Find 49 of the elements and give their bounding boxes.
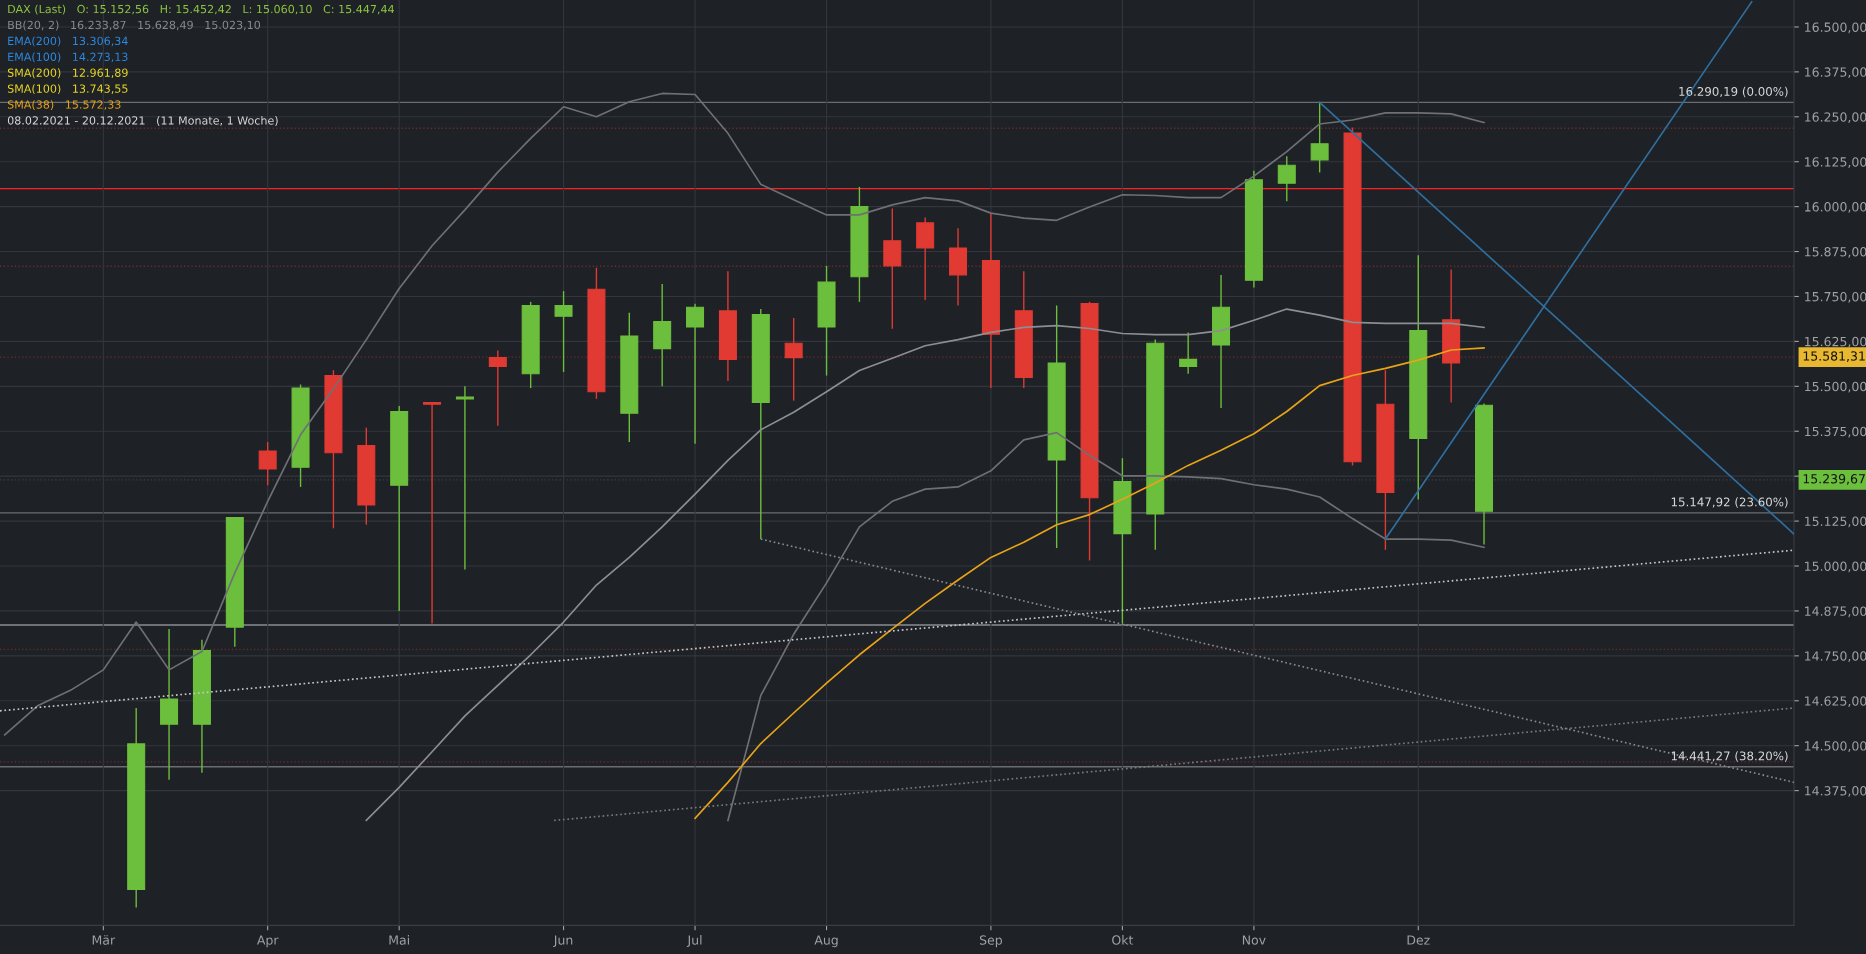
annotation: SMA(38) 15.572,33 (7, 100, 121, 111)
y-tick-label: 16.375,00 (1805, 67, 1866, 79)
candlestick (1310, 101, 1329, 174)
y-tick-label: 15.875,00 (1805, 247, 1866, 258)
y-tick-label: 15.375,00 (1805, 426, 1866, 438)
x-tick-label: Jul (686, 935, 702, 948)
annotation: 08.02.2021 - 20.12.2021 (11 Monate, 1 Woche) (7, 116, 278, 126)
x-tick-label: Nov (1242, 935, 1266, 945)
x-tick-label: Sep (979, 935, 1003, 948)
ref-line-label: 15.581,31 (1803, 351, 1865, 363)
candlestick (258, 441, 277, 486)
y-tick-label: 16.125,00 (1805, 157, 1866, 168)
annotation: EMA(100) 14.273,13 (8, 52, 128, 63)
x-tick-label: Apr (256, 935, 279, 948)
candlestick (455, 385, 474, 571)
y-tick-label: 15.000,00 (1805, 561, 1866, 573)
y-tick-label: 15.500,00 (1805, 381, 1866, 393)
x-tick-label: Okt (1112, 935, 1134, 945)
y-tick-label: 16.000,00 (1805, 202, 1866, 213)
candlestick (1179, 331, 1198, 375)
y-tick-label: 16.250,00 (1805, 112, 1866, 123)
ref-line-label: 14.441,27 (38.20%) (1671, 751, 1788, 762)
candlestick (423, 401, 442, 625)
candlestick (686, 302, 705, 445)
annotation: SMA(200) 12.961,89 (7, 68, 128, 79)
y-tick-label: 15.750,00 (1805, 291, 1866, 303)
x-tick-label: Dez (1407, 935, 1430, 945)
candlestick (554, 290, 573, 373)
y-tick-label: 15.625,00 (1805, 336, 1866, 348)
candlestick (488, 349, 507, 427)
annotation: BB(20, 2) 16.233,87 15.628,49 15.023,10 (8, 20, 261, 31)
annotation: SMA(100) 13.743,55 (7, 84, 128, 95)
annotation: EMA(200) 13.306,34 (8, 36, 128, 47)
y-tick-label: 14.750,00 (1805, 651, 1866, 663)
y-tick-label: 14.875,00 (1805, 606, 1866, 618)
candlestick (784, 317, 803, 402)
y-tick-label: 14.500,00 (1805, 741, 1866, 752)
y-tick-label: 16.500,00 (1805, 22, 1866, 34)
x-tick-label: Aug (814, 935, 838, 948)
y-tick-label: 14.375,00 (1805, 786, 1866, 797)
x-tick-label: Jun (553, 935, 573, 948)
ref-line-label: 15.239,67 (1803, 474, 1865, 485)
line-series (694, 347, 1485, 820)
x-tick-label: Mär (92, 935, 116, 945)
y-tick-label: 15.125,00 (1805, 516, 1866, 528)
candlestick (1277, 155, 1296, 202)
y-tick-label: 14.625,00 (1805, 696, 1866, 707)
x-tick-label: Mai (389, 935, 409, 945)
annotation: DAX (Last) O: 15.152,56 H: 15.452,42 L: 15.060,10 C: 15.447,44 (8, 4, 395, 15)
